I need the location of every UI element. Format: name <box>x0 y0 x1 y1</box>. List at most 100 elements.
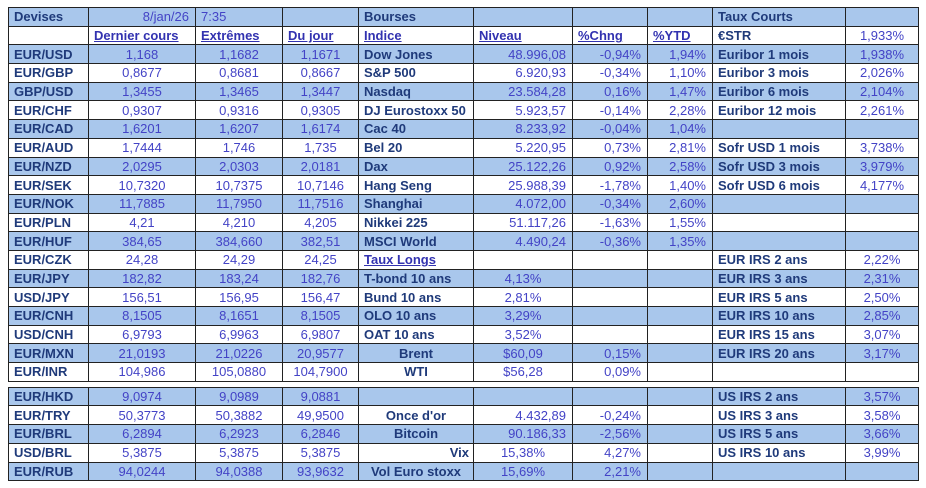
fx-day-value: 182,76 <box>282 268 359 289</box>
fx-pair-label: EUR/MXN <box>8 343 89 364</box>
report-date: 8/jan/26 <box>88 7 196 27</box>
asset-label: Vix <box>358 442 474 463</box>
fx-day-value: 156,47 <box>282 287 359 307</box>
bond-yield: 2,81% <box>473 287 573 307</box>
index-ytd: 1,04% <box>647 119 713 139</box>
fx-last-value: 5,3875 <box>88 442 196 463</box>
empty-cell <box>282 7 359 27</box>
fx-extremes-value: 9,0989 <box>195 386 283 407</box>
index-label: Nikkei 225 <box>358 212 474 233</box>
asset-chng: 2,21% <box>572 461 648 482</box>
asset-chng: 0,09% <box>572 362 648 382</box>
index-label: Cac 40 <box>358 119 474 139</box>
empty-cell <box>647 424 713 444</box>
empty-cell <box>712 362 846 382</box>
rate-label: EUR IRS 10 ans <box>712 306 846 326</box>
fx-day-value: 1,6174 <box>282 119 359 139</box>
empty-cell <box>647 7 713 27</box>
fx-day-value: 5,3875 <box>282 442 359 463</box>
fx-day-value: 2,0181 <box>282 156 359 177</box>
fx-day-value: 24,25 <box>282 249 359 270</box>
empty-cell <box>572 249 648 270</box>
rate-label: Euribor 6 mois <box>712 81 846 102</box>
empty-cell <box>647 386 713 407</box>
index-chng: -0,94% <box>572 44 648 65</box>
index-label: DJ Eurostoxx 50 <box>358 100 474 121</box>
empty-cell <box>473 7 573 27</box>
fx-day-value: 6,9807 <box>282 324 359 345</box>
empty-cell <box>845 7 919 27</box>
rate-label: US IRS 3 ans <box>712 405 846 426</box>
fx-last-value: 384,65 <box>88 231 196 251</box>
fx-last-value: 9,0974 <box>88 386 196 407</box>
fx-last-value: 94,0244 <box>88 461 196 482</box>
asset-label: Once d'or <box>358 405 474 426</box>
index-ytd: 1,47% <box>647 81 713 102</box>
rate-label: Sofr USD 6 mois <box>712 175 846 195</box>
index-label: Shanghai <box>358 193 474 214</box>
index-chng: 0,92% <box>572 156 648 177</box>
fx-last-value: 156,51 <box>88 287 196 307</box>
fx-day-value: 104,7900 <box>282 362 359 382</box>
fx-last-value: 1,7444 <box>88 137 196 158</box>
fx-last-value: 0,8677 <box>88 63 196 83</box>
rate-value: 3,99% <box>845 442 919 463</box>
index-chng: -0,14% <box>572 100 648 121</box>
fx-pair-label: EUR/SEK <box>8 175 89 195</box>
fx-last-value: 10,7320 <box>88 175 196 195</box>
fx-last-value: 6,9793 <box>88 324 196 345</box>
rate-value: 2,104% <box>845 81 919 102</box>
asset-label: Bitcoin <box>358 424 474 444</box>
index-level: 5.220,95 <box>473 137 573 158</box>
fx-pair-label: EUR/NZD <box>8 156 89 177</box>
taux-courts-section-title: Taux Courts <box>712 7 846 27</box>
fx-extremes-value: 21,0226 <box>195 343 283 364</box>
empty-cell <box>572 324 648 345</box>
fx-pair-label: EUR/INR <box>8 362 89 382</box>
fx-extremes-value: 2,0303 <box>195 156 283 177</box>
empty-cell <box>712 119 846 139</box>
rate-label: Sofr USD 3 mois <box>712 156 846 177</box>
rate-value: 3,57% <box>845 386 919 407</box>
fx-day-value: 9,0881 <box>282 386 359 407</box>
fx-extremes-value: 50,3882 <box>195 405 283 426</box>
empty-cell <box>647 287 713 307</box>
empty-cell <box>712 231 846 251</box>
empty-cell <box>647 362 713 382</box>
empty-cell <box>845 362 919 382</box>
empty-cell <box>572 306 648 326</box>
fx-extremes-value: 1,3465 <box>195 81 283 102</box>
index-ytd: 2,81% <box>647 137 713 158</box>
empty-cell <box>845 212 919 233</box>
bourses-column-header: Indice <box>358 25 474 46</box>
index-ytd: 2,58% <box>647 156 713 177</box>
empty-cell <box>647 306 713 326</box>
index-label: Dow Jones <box>358 44 474 65</box>
empty-cell <box>473 249 573 270</box>
index-level: 4.072,00 <box>473 193 573 214</box>
empty-cell <box>572 268 648 289</box>
index-level: 51.117,26 <box>473 212 573 233</box>
index-ytd: 1,35% <box>647 231 713 251</box>
fx-extremes-value: 8,1651 <box>195 306 283 326</box>
taux-longs-section-title: Taux Longs <box>358 249 474 270</box>
fx-extremes-value: 0,8681 <box>195 63 283 83</box>
empty-cell <box>358 386 474 407</box>
rate-value: 3,17% <box>845 343 919 364</box>
bond-label: OAT 10 ans <box>358 324 474 345</box>
fx-extremes-value: 183,24 <box>195 268 283 289</box>
index-label: Bel 20 <box>358 137 474 158</box>
fx-extremes-value: 6,9963 <box>195 324 283 345</box>
index-chng: -1,78% <box>572 175 648 195</box>
section-separator <box>8 381 919 388</box>
fx-day-value: 382,51 <box>282 231 359 251</box>
index-label: S&P 500 <box>358 63 474 83</box>
index-level: 25.122,26 <box>473 156 573 177</box>
fx-last-value: 1,168 <box>88 44 196 65</box>
fx-day-value: 4,205 <box>282 212 359 233</box>
fx-extremes-value: 384,660 <box>195 231 283 251</box>
fx-last-value: 2,0295 <box>88 156 196 177</box>
empty-cell <box>647 268 713 289</box>
fx-day-value: 1,735 <box>282 137 359 158</box>
rate-value: 3,58% <box>845 405 919 426</box>
